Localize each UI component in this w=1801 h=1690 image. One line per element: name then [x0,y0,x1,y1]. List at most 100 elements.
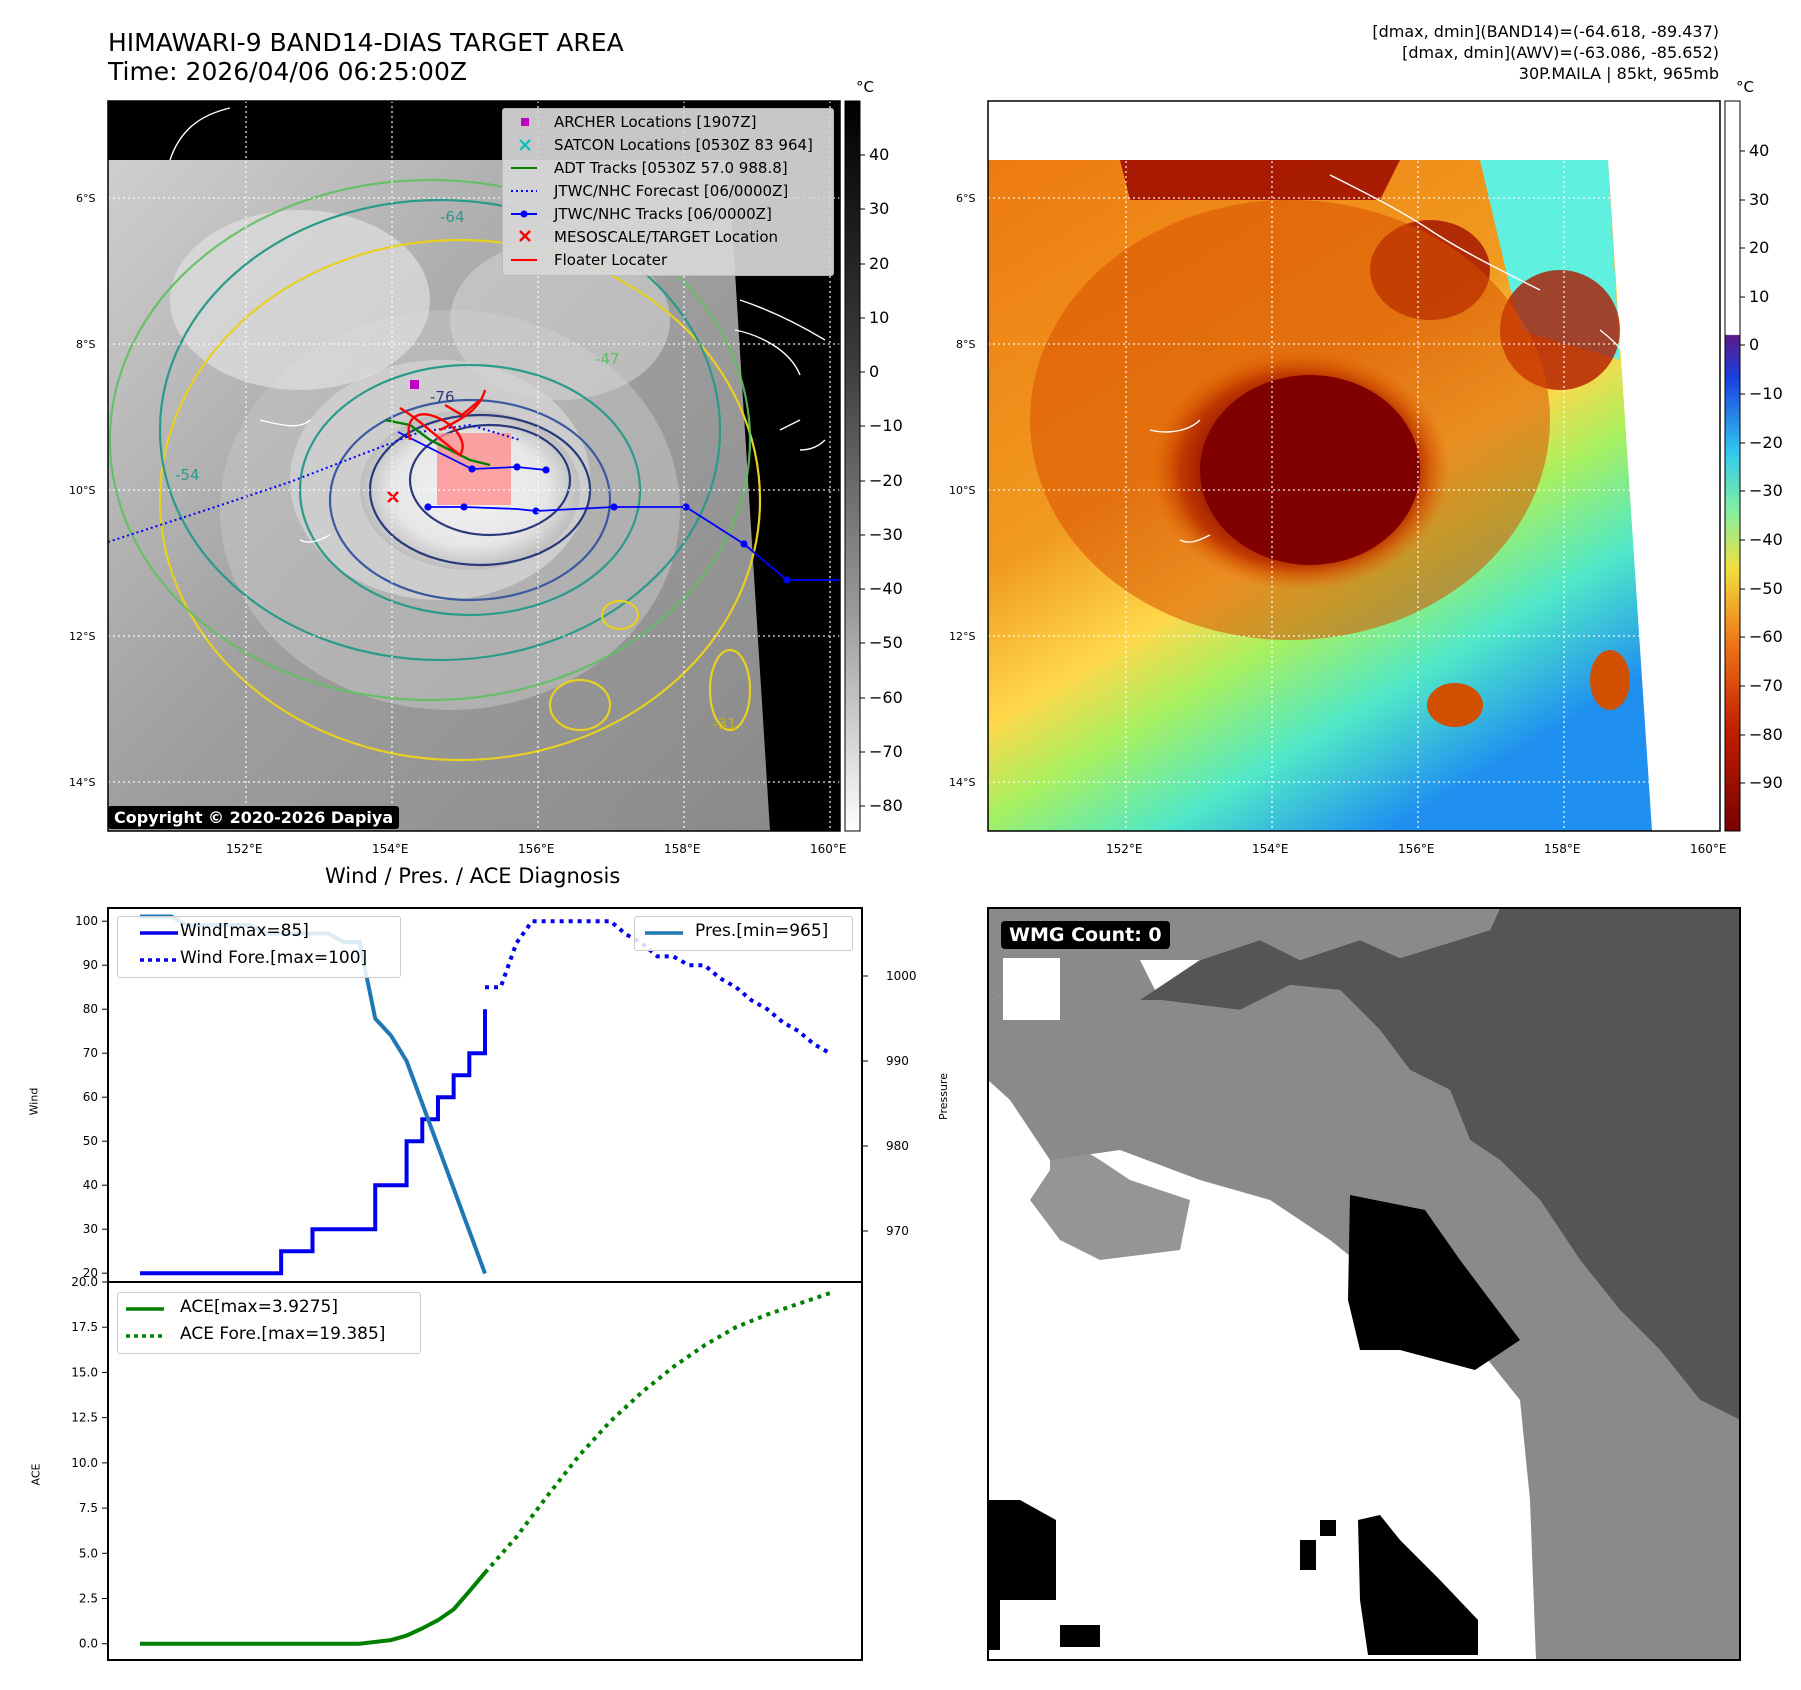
ir-cb-m60: −60 [869,688,903,707]
awv-lat-12s: 12°S [949,630,976,643]
ir-lon-156e: 156°E [518,842,555,856]
ace-axis-tick-label: 10.0 [71,1456,98,1470]
ir-cb-0: 0 [869,362,880,381]
awv-cb-40: 40 [1749,141,1770,160]
awv-lat-10s: 10°S [949,484,976,497]
pressure-axis-tick-label: 1000 [886,969,917,983]
diagnosis-title: Wind / Pres. / ACE Diagnosis [325,864,621,888]
awv-lon-160e: 160°E [1690,842,1727,856]
ir-lat-10s: 10°S [69,484,96,497]
awv-cb-20: 20 [1749,238,1770,257]
ace-legend: ACE[max=3.9275] ACE Fore.[max=19.385] [117,1292,421,1354]
contour-label-76: -76 [430,388,455,406]
legend-jtwc-forecast: JTWC/NHC Forecast [06/0000Z] [554,182,789,200]
awv-cb-10: 10 [1749,287,1770,306]
awv-cb-m60: −60 [1749,627,1783,646]
legend-pressure: Pres.[min=965] [695,921,829,941]
ir-cb-m30: −30 [869,525,903,544]
awv-cb-m50: −50 [1749,579,1783,598]
wind-axis-tick-label: 60 [83,1090,98,1104]
awv-lat-6s: 6°S [956,192,976,205]
map-title-line1: HIMAWARI-9 BAND14-DIAS TARGET AREA [108,28,624,57]
pressure-axis-tick-label: 990 [886,1054,909,1068]
ir-cb-m50: −50 [869,633,903,652]
awv-cb-m80: −80 [1749,725,1783,744]
legend-adt: ADT Tracks [0530Z 57.0 988.8] [554,159,788,177]
awv-lon-154e: 154°E [1252,842,1289,856]
ace-axis-tick-label: 15.0 [71,1365,98,1379]
legend-jtwc-tracks: JTWC/NHC Tracks [06/0000Z] [554,205,772,223]
contour-label-31: -31 [712,715,737,733]
awv-lat-14s: 14°S [949,776,976,789]
ir-colorbar-unit: °C [856,78,874,96]
wind-axis-tick-label: 70 [83,1046,98,1060]
copyright-badge: Copyright © 2020-2026 Dapiya [108,806,400,829]
wind-axis-tick-label: 50 [83,1134,98,1148]
awv-cb-m10: −10 [1749,384,1783,403]
ir-lon-158e: 158°E [664,842,701,856]
ace-axis-tick-label: 12.5 [71,1411,98,1425]
ir-lat-14s: 14°S [69,776,96,789]
legend-archer: ARCHER Locations [1907Z] [554,113,757,131]
ace-axis-tick-label: 0.0 [79,1637,98,1651]
awv-lon-156e: 156°E [1398,842,1435,856]
ace-axis-tick-label: 17.5 [71,1320,98,1334]
legend-floater: Floater Locater [554,251,668,269]
ir-lat-12s: 12°S [69,630,96,643]
ace-axis-tick-label: 2.5 [79,1592,98,1606]
ir-cb-m70: −70 [869,742,903,761]
awv-lat-8s: 8°S [956,338,976,351]
wind-axis-tick-label: 40 [83,1178,98,1192]
awv-lon-158e: 158°E [1544,842,1581,856]
ir-lon-152e: 152°E [226,842,263,856]
ir-cb-m40: −40 [869,579,903,598]
legend-wind: Wind[max=85] [180,921,309,941]
legend-wind-forecast: Wind Fore.[max=100] [180,948,368,968]
wmg-count-badge: WMG Count: 0 [1001,921,1170,949]
legend-mesoscale: MESOSCALE/TARGET Location [554,228,779,246]
ir-lon-160e: 160°E [810,842,847,856]
pressure-axis-tick-label: 980 [886,1139,909,1153]
legend-satcon: SATCON Locations [0530Z 83 964] [554,136,813,154]
info-line3: 30P.MAILA | 85kt, 965mb [1518,64,1719,83]
ir-map-legend: ARCHER Locations [1907Z] SATCON Location… [502,108,834,276]
legend-ace-forecast: ACE Fore.[max=19.385] [180,1324,386,1344]
legend-ace: ACE[max=3.9275] [180,1297,338,1317]
awv-cb-30: 30 [1749,190,1770,209]
ace-axis-tick-label: 5.0 [79,1546,98,1560]
awv-cb-m70: −70 [1749,676,1783,695]
pressure-axis-tick-label: 970 [886,1224,909,1238]
awv-lon-152e: 152°E [1106,842,1143,856]
ir-lat-8s: 8°S [76,338,96,351]
awv-colorbar-unit: °C [1736,78,1754,96]
ir-lat-6s: 6°S [76,192,96,205]
awv-cb-m20: −20 [1749,433,1783,452]
contour-label-47: -47 [595,350,620,368]
wind-axis-tick-label: 90 [83,958,98,972]
awv-cb-0: 0 [1749,335,1760,354]
contour-label-64a: -64 [440,208,465,226]
ace-axis-tick-label: 20.0 [71,1275,98,1289]
wind-axis-tick-label: 30 [83,1222,98,1236]
wind-line [140,1009,487,1276]
ace-axis-label: ACE [29,1463,43,1486]
ir-cb-20: 20 [869,254,890,273]
contour-label-54: -54 [175,466,200,484]
map-title-line2: Time: 2026/04/06 06:25:00Z [108,57,467,86]
info-line2: [dmax, dmin](AWV)=(-63.086, -85.652) [1402,43,1719,62]
awv-cb-m90: −90 [1749,773,1783,792]
awv-cb-m30: −30 [1749,481,1783,500]
pressure-legend: Pres.[min=965] [634,916,853,951]
ir-cb-m10: −10 [869,416,903,435]
ir-cb-m20: −20 [869,471,903,490]
awv-cb-m40: −40 [1749,530,1783,549]
ir-cb-40: 40 [869,145,890,164]
wind-axis-label: Wind [27,1087,41,1116]
ir-cb-m80: −80 [869,796,903,815]
ace-forecast-line [483,1291,831,1575]
ace-line [140,1571,487,1646]
ace-axis-tick-label: 7.5 [79,1501,98,1515]
wind-axis-tick-label: 100 [75,914,98,928]
